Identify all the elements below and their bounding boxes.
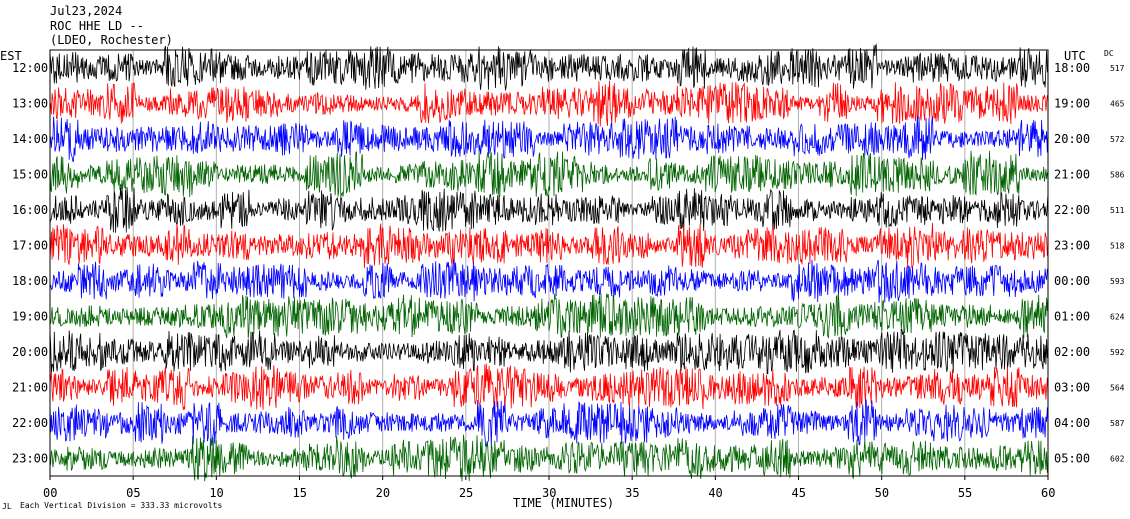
x-tick-label: 50	[875, 486, 889, 500]
footer-mark: JL	[2, 502, 12, 511]
seismic-trace	[49, 43, 1049, 91]
dc-value: 593	[1110, 277, 1125, 286]
dc-value: 624	[1110, 312, 1125, 321]
dc-value: 602	[1110, 454, 1125, 463]
dc-label: DC	[1104, 49, 1114, 58]
x-tick-labels: 00 05 10 15 20 25 30 35 40 45 50 55 60	[43, 476, 1055, 500]
est-axis-label: EST	[0, 49, 22, 63]
utc-hour-label: 18:00	[1054, 61, 1090, 75]
dc-value: 592	[1110, 348, 1125, 357]
utc-hour-label: 03:00	[1054, 380, 1090, 394]
x-tick-label: 25	[459, 486, 473, 500]
x-tick-label: 35	[625, 486, 639, 500]
x-tick-label: 15	[293, 486, 307, 500]
est-hour-label: 14:00	[12, 132, 48, 146]
dc-value: 587	[1110, 419, 1125, 428]
est-hour-labels: 12:00 13:00 14:00 15:00 16:00 17:00 18:00 19:00…	[12, 61, 48, 466]
seismic-trace	[49, 116, 1049, 162]
utc-hour-label: 00:00	[1054, 274, 1090, 288]
utc-hour-labels: 18:00 19:00 20:00 21:00 22:00 23:00 00:00 01:00…	[1054, 61, 1090, 466]
seismic-trace	[49, 434, 1049, 482]
est-hour-label: 21:00	[12, 380, 48, 394]
x-axis-title: TIME (MINUTES)	[513, 496, 614, 510]
x-tick-label: 20	[376, 486, 390, 500]
utc-axis-label: UTC	[1064, 49, 1086, 63]
seismic-trace	[49, 399, 1049, 448]
dc-value: 586	[1110, 170, 1125, 179]
x-tick-label: 30	[542, 486, 556, 500]
x-tick-label: 60	[1041, 486, 1055, 500]
utc-hour-label: 02:00	[1054, 345, 1090, 359]
est-hour-label: 15:00	[12, 167, 48, 181]
est-hour-label: 22:00	[12, 416, 48, 430]
dc-value: 518	[1110, 241, 1125, 250]
utc-hour-label: 04:00	[1054, 416, 1090, 430]
est-hour-label: 18:00	[12, 274, 48, 288]
seismic-trace	[49, 80, 1049, 127]
plot-grid	[132, 50, 966, 476]
dc-value: 517	[1110, 64, 1125, 73]
x-tick-label: 40	[708, 486, 722, 500]
dc-value: 511	[1110, 206, 1125, 215]
utc-hour-label: 21:00	[1054, 167, 1090, 181]
est-hour-label: 20:00	[12, 345, 48, 359]
header-date: Jul23,2024	[50, 4, 123, 18]
x-tick-label: 55	[958, 486, 972, 500]
x-tick-label: 05	[126, 486, 140, 500]
x-tick-label: 00	[43, 486, 57, 500]
utc-hour-label: 23:00	[1054, 238, 1090, 252]
est-hour-label: 16:00	[12, 203, 48, 217]
seismic-trace	[49, 328, 1049, 375]
header-network: (LDEO, Rochester)	[50, 33, 173, 47]
seismic-trace	[49, 186, 1049, 233]
trace-group	[49, 43, 1049, 482]
est-hour-label: 23:00	[12, 451, 48, 465]
seismic-trace	[49, 293, 1049, 339]
seismic-trace	[49, 222, 1049, 269]
dc-value: 572	[1110, 135, 1125, 144]
seismic-trace	[49, 150, 1049, 198]
est-hour-label: 19:00	[12, 309, 48, 323]
utc-hour-label: 19:00	[1054, 96, 1090, 110]
est-hour-label: 13:00	[12, 96, 48, 110]
utc-hour-label: 20:00	[1054, 132, 1090, 146]
est-hour-label: 12:00	[12, 61, 48, 75]
dc-value: 465	[1110, 99, 1125, 108]
utc-hour-label: 01:00	[1054, 309, 1090, 323]
utc-hour-label: 22:00	[1054, 203, 1090, 217]
scale-text: Each Vertical Division = 333.33 microvol…	[20, 501, 222, 510]
x-tick-label: 10	[209, 486, 223, 500]
x-tick-label: 45	[792, 486, 806, 500]
dc-value-labels: 517 465 572 586 511 518 593 624 592 564 587 602	[1110, 64, 1125, 464]
dc-value: 564	[1110, 383, 1125, 392]
header-station: ROC HHE LD --	[50, 19, 144, 33]
utc-hour-label: 05:00	[1054, 451, 1090, 465]
seismic-trace	[49, 363, 1049, 411]
seismic-trace	[49, 259, 1048, 303]
est-hour-label: 17:00	[12, 238, 48, 252]
